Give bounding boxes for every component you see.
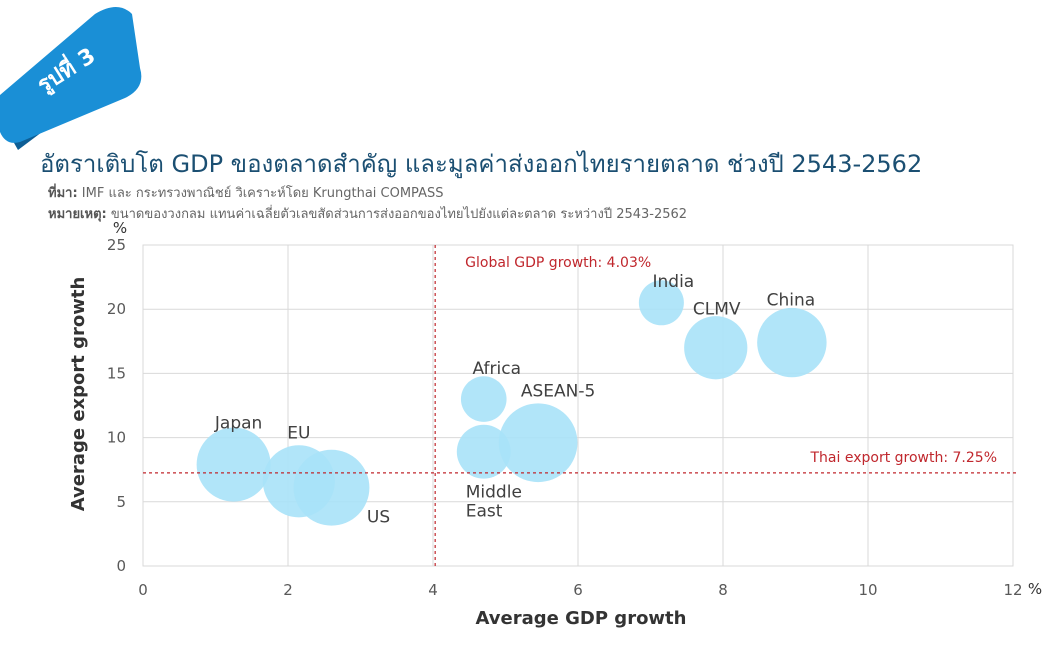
x-tick-label: 6 [573,581,583,599]
bubble-label-clmv: CLMV [693,300,741,320]
figure-badge-ribbon [0,7,142,150]
note-text: ขนาดของวงกลม แทนค่าเฉลี่ยตัวเลขสัดส่วนกา… [110,207,688,222]
global-gdp-reference-label: Global GDP growth: 4.03% [465,255,651,271]
y-tick-label: 0 [116,557,126,575]
bubble-label-china: China [767,291,816,311]
bubble-middle-east [456,424,511,479]
x-tick-label: 4 [428,581,438,599]
x-tick-label: 12 [1003,581,1022,599]
y-tick-label: 10 [107,429,126,447]
y-tick-label: 25 [107,236,126,254]
x-axis-title: Average GDP growth [476,608,687,629]
note-line: หมายเหตุ: ขนาดของวงกลม แทนค่าเฉลี่ยตัวเล… [48,203,687,224]
source-line: ที่มา: IMF และ กระทรวงพาณิชย์ วิเคราะห์โ… [48,182,443,203]
note-label: หมายเหตุ: [48,207,107,222]
x-tick-label: 2 [283,581,293,599]
y-tick-label: 20 [107,300,126,318]
source-text: IMF และ กระทรวงพาณิชย์ วิเคราะห์โดย Krun… [81,186,444,201]
x-tick-label: 0 [138,581,148,599]
x-tick-label: 10 [858,581,877,599]
chart-title: อัตราเติบโต GDP ของตลาดสำคัญ และมูลค่าส่… [40,150,923,178]
bubble-us [293,449,370,526]
y-unit-label: % [113,219,127,237]
bubble-label-africa: Africa [473,359,522,379]
ribbon-shape [0,7,142,143]
x-tick-label: 8 [718,581,728,599]
bubble-india [638,280,684,326]
y-tick-label: 5 [116,493,126,511]
source-label: ที่มา: [48,186,78,201]
bubble-label-india: India [653,272,695,292]
bubble-label-eu: EU [287,423,310,443]
y-tick-label: 15 [107,364,126,382]
bubble-china [757,307,827,378]
bubble-label-japan: Japan [214,414,262,434]
y-axis-title: Average export growth [68,277,89,512]
bubble-clmv [684,316,748,380]
bubble-label-middle-east: East [466,502,503,522]
bubble-asean-5 [498,403,578,483]
bubble-africa [460,376,507,422]
bubble-label-asean-5: ASEAN-5 [521,382,595,402]
thai-export-reference-label: Thai export growth: 7.25% [810,450,998,466]
bubble-label-middle-east: Middle [466,483,522,503]
bubble-label-us: US [367,508,390,528]
bubble-japan [196,427,271,502]
x-unit-label: % [1028,580,1042,598]
